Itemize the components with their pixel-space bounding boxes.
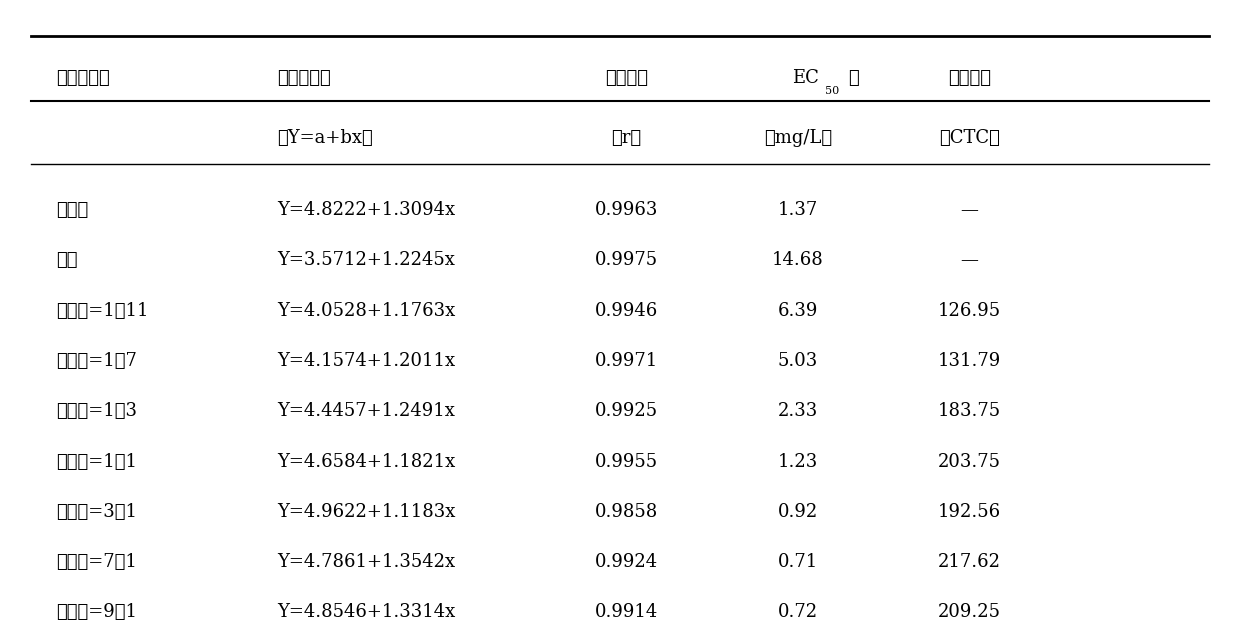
Text: 0.71: 0.71: [777, 553, 818, 571]
Text: 1.23: 1.23: [777, 452, 818, 470]
Text: 0.9858: 0.9858: [594, 503, 657, 521]
Text: Y=4.9622+1.1183x: Y=4.9622+1.1183x: [277, 503, 455, 521]
Text: Y=4.1574+1.2011x: Y=4.1574+1.2011x: [277, 352, 455, 370]
Text: 相关系数: 相关系数: [605, 69, 647, 87]
Text: 药剂及配比: 药剂及配比: [56, 69, 109, 87]
Text: 共毒系数: 共毒系数: [947, 69, 991, 87]
Text: 0.92: 0.92: [777, 503, 818, 521]
Text: 0.9963: 0.9963: [594, 201, 657, 219]
Text: 氟：硫=1：1: 氟：硫=1：1: [56, 452, 136, 470]
Text: 氟：硫=1：7: 氟：硫=1：7: [56, 352, 136, 370]
Text: 0.9924: 0.9924: [594, 553, 657, 571]
Text: 14.68: 14.68: [773, 251, 823, 269]
Text: 硫磺: 硫磺: [56, 251, 77, 269]
Text: 氟：硫=1：3: 氟：硫=1：3: [56, 402, 136, 420]
Text: EC: EC: [791, 69, 818, 87]
Text: 50: 50: [825, 86, 839, 96]
Text: Y=4.0528+1.1763x: Y=4.0528+1.1763x: [277, 302, 455, 320]
Text: 1.37: 1.37: [777, 201, 818, 219]
Text: Y=4.6584+1.1821x: Y=4.6584+1.1821x: [277, 452, 455, 470]
Text: （CTC）: （CTC）: [939, 130, 999, 148]
Text: Y=3.5712+1.2245x: Y=3.5712+1.2245x: [277, 251, 455, 269]
Text: 0.9955: 0.9955: [594, 452, 657, 470]
Text: Y=4.4457+1.2491x: Y=4.4457+1.2491x: [277, 402, 455, 420]
Text: 氟：硫=7：1: 氟：硫=7：1: [56, 553, 136, 571]
Text: 126.95: 126.95: [937, 302, 1001, 320]
Text: 192.56: 192.56: [937, 503, 1001, 521]
Text: 氟啶胺: 氟啶胺: [56, 201, 88, 219]
Text: 6.39: 6.39: [777, 302, 818, 320]
Text: —: —: [961, 251, 978, 269]
Text: （Y=a+bx）: （Y=a+bx）: [277, 130, 372, 148]
Text: 值: 值: [848, 69, 859, 87]
Text: （mg/L）: （mg/L）: [764, 130, 832, 148]
Text: 回归方程式: 回归方程式: [277, 69, 330, 87]
Text: 0.9975: 0.9975: [594, 251, 657, 269]
Text: 氟：硫=9：1: 氟：硫=9：1: [56, 604, 136, 622]
Text: 0.9946: 0.9946: [594, 302, 657, 320]
Text: Y=4.7861+1.3542x: Y=4.7861+1.3542x: [277, 553, 455, 571]
Text: Y=4.8222+1.3094x: Y=4.8222+1.3094x: [277, 201, 455, 219]
Text: 5.03: 5.03: [777, 352, 818, 370]
Text: 0.9914: 0.9914: [594, 604, 657, 622]
Text: 209.25: 209.25: [937, 604, 1001, 622]
Text: 183.75: 183.75: [937, 402, 1001, 420]
Text: —: —: [961, 201, 978, 219]
Text: 131.79: 131.79: [937, 352, 1001, 370]
Text: 氟：硫=3：1: 氟：硫=3：1: [56, 503, 136, 521]
Text: 203.75: 203.75: [937, 452, 1001, 470]
Text: （r）: （r）: [611, 130, 641, 148]
Text: 217.62: 217.62: [937, 553, 1001, 571]
Text: 0.72: 0.72: [777, 604, 818, 622]
Text: 0.9971: 0.9971: [594, 352, 657, 370]
Text: 0.9925: 0.9925: [594, 402, 657, 420]
Text: 2.33: 2.33: [777, 402, 818, 420]
Text: Y=4.8546+1.3314x: Y=4.8546+1.3314x: [277, 604, 455, 622]
Text: 氟：硫=1：11: 氟：硫=1：11: [56, 302, 149, 320]
